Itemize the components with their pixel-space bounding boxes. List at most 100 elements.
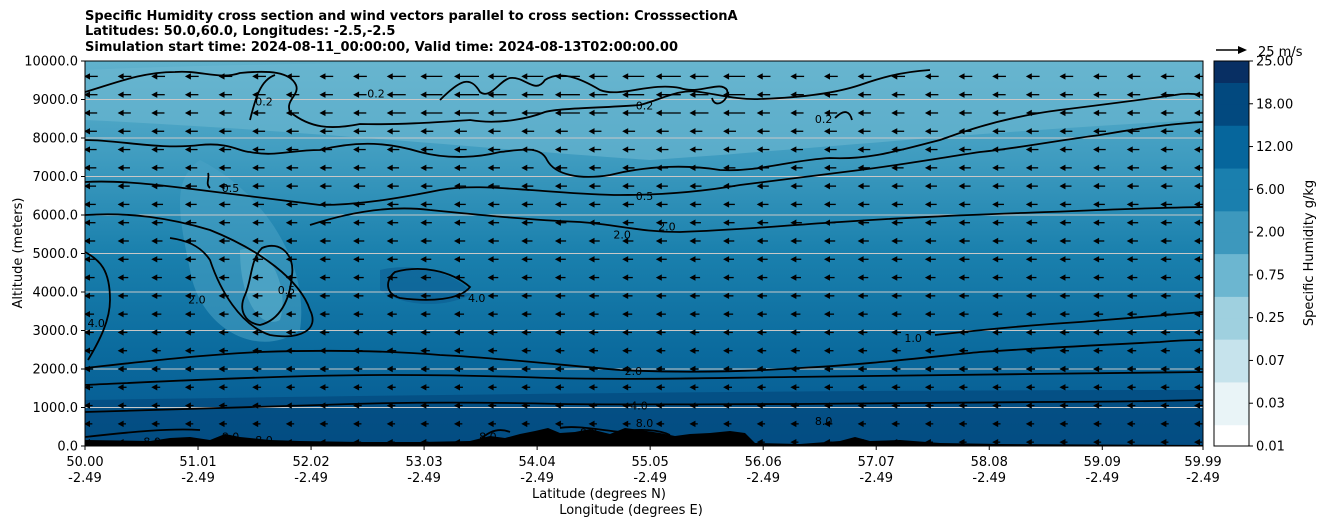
wind-arrow xyxy=(1160,128,1174,135)
x-axis: 50.00-2.4951.01-2.4952.02-2.4953.03-2.49… xyxy=(66,446,1222,486)
wind-arrow xyxy=(218,219,231,226)
wind-arrow xyxy=(655,256,667,263)
wind-arrow xyxy=(85,329,94,336)
wind-arrow xyxy=(252,128,266,135)
colorbar-band xyxy=(1214,232,1249,255)
wind-arrow xyxy=(319,384,329,391)
wind-arrow xyxy=(689,420,698,428)
contour-label: 2.0 xyxy=(188,294,206,307)
wind-arrow xyxy=(992,274,1003,281)
wind-arrow xyxy=(790,182,803,190)
wind-arrow xyxy=(1160,420,1169,428)
wind-arrow xyxy=(756,128,770,135)
wind-arrow xyxy=(487,329,498,336)
colorbar-tick-label: 0.07 xyxy=(1256,354,1285,369)
wind-arrow xyxy=(151,237,163,245)
wind-arrow xyxy=(1093,256,1105,263)
wind-arrow xyxy=(622,420,631,428)
wind-arrow xyxy=(891,182,904,190)
wind-arrow xyxy=(1025,420,1035,428)
wind-arrow xyxy=(1093,182,1106,190)
wind-arrow xyxy=(420,91,443,98)
wind-arrow xyxy=(554,365,565,373)
wind-arrow xyxy=(117,128,131,135)
wind-arrow xyxy=(487,91,507,98)
wind-arrow xyxy=(992,402,1001,409)
wind-arrow xyxy=(420,164,433,172)
wind-arrow xyxy=(857,109,871,117)
wind-arrow xyxy=(85,420,93,428)
wind-arrow xyxy=(386,128,400,135)
wind-arrow xyxy=(1093,384,1103,391)
wind-arrow xyxy=(958,402,968,409)
wind-arrow xyxy=(252,420,261,428)
contour-label: 2.0 xyxy=(625,365,643,378)
colorbar-band xyxy=(1214,103,1249,126)
colorbar-tick-label: 25.00 xyxy=(1256,55,1293,70)
wind-arrow xyxy=(824,292,835,300)
wind-arrow xyxy=(857,274,869,281)
wind-arrow xyxy=(184,201,197,208)
wind-arrow xyxy=(554,329,565,336)
wind-arrow xyxy=(1059,256,1071,263)
wind-arrow xyxy=(723,219,735,226)
wind-arrow xyxy=(756,73,771,80)
wind-arrow xyxy=(1025,237,1038,245)
wind-arrow xyxy=(487,219,500,226)
wind-arrow xyxy=(1160,438,1169,446)
wind-arrow xyxy=(924,219,937,226)
wind-arrow xyxy=(924,201,937,208)
wind-arrow xyxy=(487,274,499,281)
wind-arrow xyxy=(1059,164,1072,172)
wind-arrow xyxy=(1025,73,1040,80)
wind-arrow xyxy=(386,329,397,336)
wind-arrow xyxy=(554,420,564,428)
colorbar-tick-label: 18.00 xyxy=(1256,97,1293,112)
wind-arrow xyxy=(857,91,872,98)
wind-arrow xyxy=(386,182,399,190)
wind-arrow xyxy=(319,274,331,281)
wind-arrow xyxy=(689,384,699,391)
wind-arrow xyxy=(386,365,396,373)
wind-arrow xyxy=(353,219,365,226)
wind-arrow xyxy=(824,384,833,391)
x-tick-label-lat: 59.99 xyxy=(1184,455,1221,470)
wind-arrow xyxy=(85,292,95,300)
wind-arrow xyxy=(85,274,95,281)
contour-labels: 0.2 0.2 0.2 0.2 0.5 0.5 0.5 2.0 2.0 2.0 2.0 4.0 4.0 4… xyxy=(87,88,921,449)
wind-arrow xyxy=(1059,347,1069,354)
wind-arrow xyxy=(924,256,936,263)
wind-arrow xyxy=(319,329,330,336)
y-tick-label: 9000.0 xyxy=(33,93,79,108)
wind-arrow xyxy=(285,384,295,391)
wind-arrow xyxy=(723,146,736,153)
wind-arrow xyxy=(454,365,464,373)
wind-arrow xyxy=(1025,201,1038,208)
wind-arrow xyxy=(790,274,801,281)
wind-arrow xyxy=(420,274,431,281)
colorbar-tick-label: 0.25 xyxy=(1256,311,1285,326)
wind-arrow xyxy=(386,310,397,318)
wind-arrow xyxy=(1126,274,1138,281)
wind-arrow xyxy=(252,274,263,281)
wind-arrow xyxy=(487,237,499,245)
wind-arrow xyxy=(824,365,834,373)
colorbar-tick-label: 6.00 xyxy=(1256,183,1285,198)
contour-label: 0.5 xyxy=(636,190,654,203)
colorbar-band xyxy=(1214,317,1249,340)
wind-arrow xyxy=(554,182,567,190)
wind-arrow xyxy=(554,201,567,208)
wind-arrow xyxy=(857,420,866,428)
wind-arrow xyxy=(85,219,96,226)
wind-arrow xyxy=(117,219,130,226)
wind-arrow xyxy=(1093,146,1106,153)
wind-arrow xyxy=(924,420,934,428)
wind-arrow xyxy=(857,237,869,245)
wind-arrow xyxy=(151,274,162,281)
wind-arrow xyxy=(756,182,769,190)
wind-arrow xyxy=(252,292,263,300)
colorbar-band xyxy=(1214,360,1249,383)
wind-arrow xyxy=(151,420,160,428)
wind-arrow xyxy=(319,365,329,373)
